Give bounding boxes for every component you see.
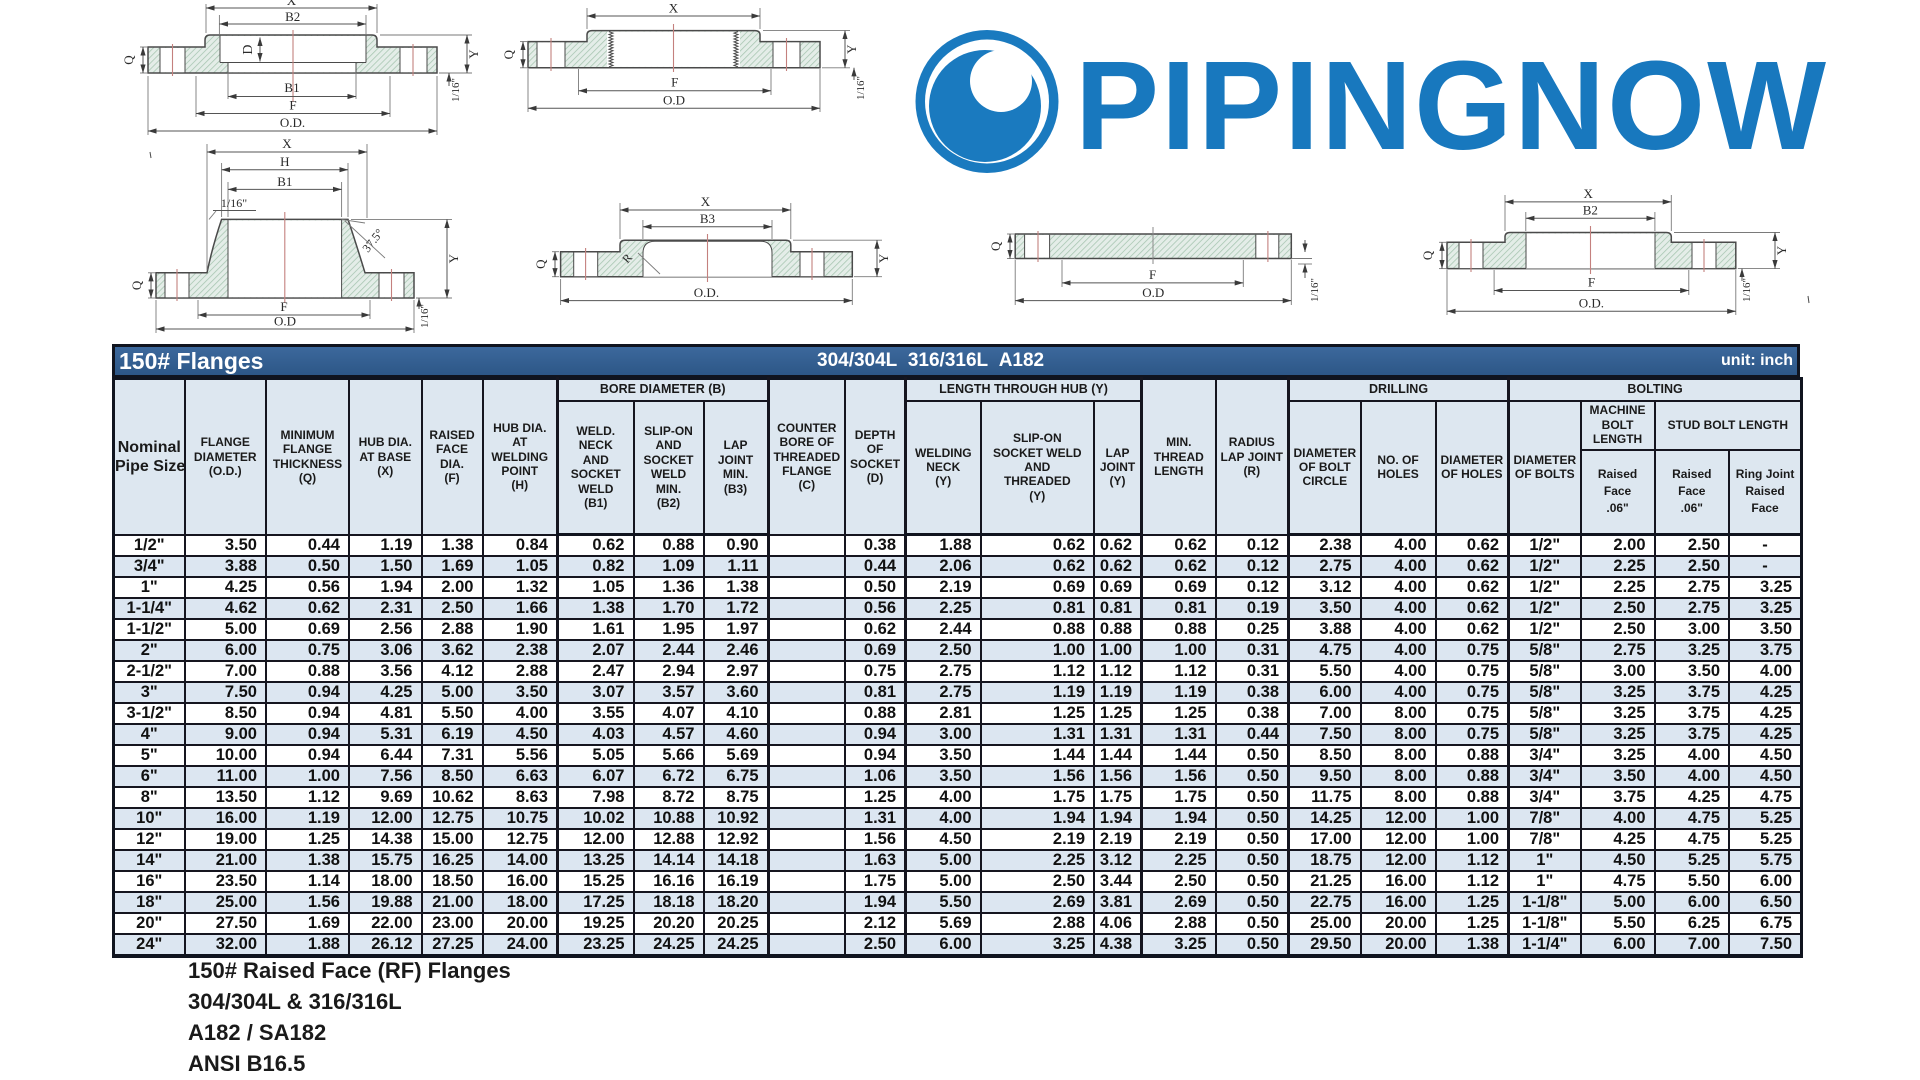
svg-text:1/16": 1/16" xyxy=(1309,278,1321,302)
svg-text:1/16": 1/16" xyxy=(450,78,462,102)
svg-text:X: X xyxy=(287,0,297,8)
svg-text:Q: Q xyxy=(121,55,136,65)
svg-text:1/16": 1/16" xyxy=(221,196,247,210)
svg-text:37.5°: 37.5° xyxy=(359,226,386,255)
svg-text:Y: Y xyxy=(1774,245,1789,255)
svg-text:X: X xyxy=(282,136,292,151)
svg-text:Q: Q xyxy=(129,280,144,290)
svg-text:H: H xyxy=(280,154,289,169)
svg-text:F: F xyxy=(289,98,296,113)
svg-text:O.D.: O.D. xyxy=(280,115,305,130)
svg-text:B3: B3 xyxy=(700,211,715,226)
svg-text:Y: Y xyxy=(466,49,481,59)
svg-text:B1: B1 xyxy=(284,80,299,95)
svg-text:D: D xyxy=(241,44,256,54)
svg-text:O.D: O.D xyxy=(274,314,296,329)
svg-text:Y: Y xyxy=(876,253,891,263)
svg-text:1/16": 1/16" xyxy=(419,304,431,328)
svg-text:O.D.: O.D. xyxy=(1579,296,1604,311)
svg-text:B1: B1 xyxy=(277,174,292,189)
svg-text:F: F xyxy=(1149,267,1156,282)
svg-text:F: F xyxy=(280,299,287,314)
svg-text:X: X xyxy=(701,194,711,209)
svg-text:1/16": 1/16" xyxy=(1741,278,1753,302)
svg-text:B2: B2 xyxy=(1583,203,1598,218)
svg-text:F: F xyxy=(671,75,678,90)
svg-text:O.D.: O.D. xyxy=(694,285,719,300)
svg-text:X: X xyxy=(1583,186,1593,201)
svg-text:B2: B2 xyxy=(285,9,300,24)
svg-text:Q: Q xyxy=(988,241,1003,251)
svg-text:Q: Q xyxy=(1420,250,1435,260)
svg-text:Y: Y xyxy=(844,44,859,54)
svg-text:Y: Y xyxy=(446,253,461,263)
svg-text:1/16": 1/16" xyxy=(855,76,867,100)
svg-text:O.D: O.D xyxy=(1142,285,1164,300)
svg-text:X: X xyxy=(669,1,679,16)
svg-text:O.D: O.D xyxy=(663,93,685,108)
svg-text:Q: Q xyxy=(533,259,548,269)
svg-text:F: F xyxy=(1588,275,1595,290)
svg-text:Q: Q xyxy=(501,49,516,59)
